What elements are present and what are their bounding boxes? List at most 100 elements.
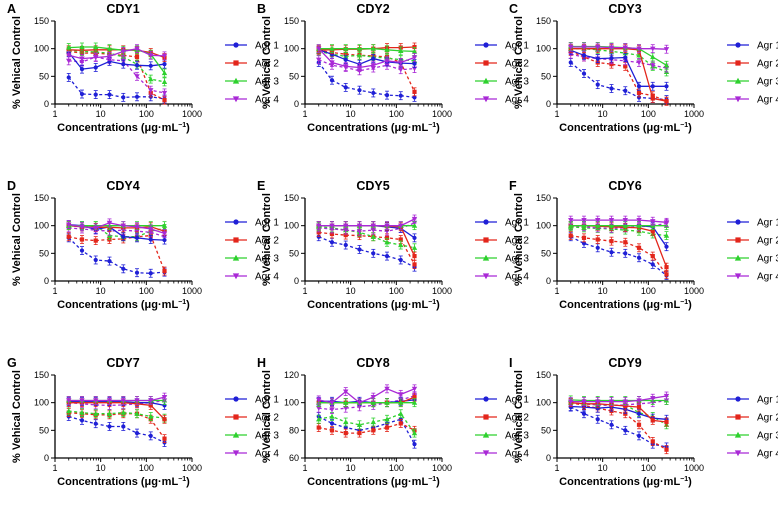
legend-item: Agr 2 — [475, 236, 529, 247]
data-point — [161, 395, 168, 400]
data-point — [66, 398, 72, 404]
legend: Agr 1 Agr 2 Agr 3 Agr 4 — [475, 218, 529, 283]
data-point — [316, 234, 321, 239]
x-axis-label-tail: ) — [688, 122, 692, 134]
x-tick-label: 1 — [554, 286, 559, 296]
data-point — [734, 96, 742, 103]
data-point — [134, 94, 140, 99]
data-point — [316, 406, 322, 411]
x-axis-label-tail: ) — [436, 122, 440, 134]
data-point — [162, 98, 167, 103]
panel-letter: D — [7, 179, 16, 193]
data-point — [398, 242, 404, 248]
x-tick-label: 1 — [302, 109, 307, 119]
data-point — [411, 48, 418, 54]
data-point — [316, 57, 322, 63]
data-point — [357, 431, 362, 436]
y-tick-label: 50 — [289, 248, 299, 258]
data-point — [482, 273, 490, 280]
data-point — [412, 442, 417, 447]
data-point — [134, 54, 140, 60]
data-point — [148, 271, 153, 276]
x-tick-label: 100 — [641, 109, 656, 119]
data-point — [398, 421, 403, 426]
series-line — [68, 225, 165, 238]
legend-item: Agr 3 — [727, 77, 778, 88]
x-axis-label: Concentrations (μg·mL−1) — [57, 122, 190, 134]
data-point — [66, 234, 71, 239]
y-tick-label: 120 — [284, 370, 299, 380]
data-point — [595, 245, 600, 250]
x-tick-label: 100 — [389, 109, 404, 119]
data-point — [134, 46, 140, 52]
data-point — [343, 425, 348, 430]
data-point — [664, 447, 669, 452]
data-point — [370, 395, 376, 400]
data-point — [343, 85, 348, 90]
data-point — [148, 433, 153, 438]
data-point — [636, 433, 642, 438]
x-axis-label-main: Concentrations (μg·mL — [559, 122, 680, 134]
data-point — [384, 239, 390, 245]
data-point — [482, 254, 490, 261]
x-tick-label: 10 — [96, 463, 106, 473]
x-axis-label-sup: −1 — [428, 122, 436, 129]
data-point — [356, 422, 363, 427]
data-point — [66, 58, 72, 64]
data-point — [134, 224, 140, 230]
x-tick-label: 1000 — [182, 286, 202, 296]
y-tick-label: 0 — [44, 453, 49, 463]
data-point — [581, 399, 587, 405]
data-point — [568, 233, 573, 238]
data-point — [370, 227, 376, 233]
legend-item: Agr 1 — [225, 395, 279, 406]
data-point — [609, 86, 614, 91]
data-point — [735, 42, 741, 48]
x-tick-label: 1 — [302, 463, 307, 473]
data-point — [329, 60, 335, 66]
data-point — [233, 396, 239, 402]
data-point — [316, 46, 322, 52]
data-point — [121, 62, 126, 67]
legend-item: Agr 3 — [225, 254, 279, 265]
data-point — [79, 237, 85, 242]
data-point — [411, 430, 418, 436]
x-axis-label-sup: −1 — [178, 122, 186, 129]
data-point — [134, 431, 140, 436]
series-line — [68, 396, 165, 402]
data-point — [148, 413, 154, 419]
data-point — [79, 224, 85, 230]
x-tick-label: 10 — [346, 286, 356, 296]
panel-letter: C — [509, 2, 518, 16]
data-point — [66, 53, 72, 59]
x-tick-label: 1 — [52, 463, 57, 473]
legend-label: Agr 1 — [505, 41, 529, 52]
data-point — [581, 53, 587, 58]
data-point — [609, 422, 614, 427]
data-point — [233, 414, 239, 420]
data-point — [384, 235, 390, 240]
data-point — [329, 52, 335, 57]
data-point — [411, 216, 418, 222]
data-point — [735, 219, 741, 225]
data-point — [356, 404, 363, 410]
x-tick-label: 10 — [598, 109, 608, 119]
data-point — [411, 386, 418, 392]
data-point — [650, 46, 656, 52]
data-point — [120, 49, 126, 55]
series-line — [68, 402, 165, 420]
panel-letter: G — [7, 356, 17, 370]
data-point — [636, 255, 642, 260]
chart-title: CDY6 — [608, 179, 641, 193]
data-point — [316, 230, 321, 235]
legend-item: Agr 3 — [727, 431, 778, 442]
data-point — [398, 48, 404, 53]
data-point — [79, 418, 85, 423]
series-agr-3-dashed — [316, 409, 418, 438]
y-tick-label: 50 — [541, 425, 551, 435]
series-line — [318, 218, 415, 227]
data-point — [636, 245, 642, 250]
data-point — [79, 398, 85, 404]
data-point — [66, 222, 72, 228]
x-tick-label: 100 — [139, 109, 154, 119]
